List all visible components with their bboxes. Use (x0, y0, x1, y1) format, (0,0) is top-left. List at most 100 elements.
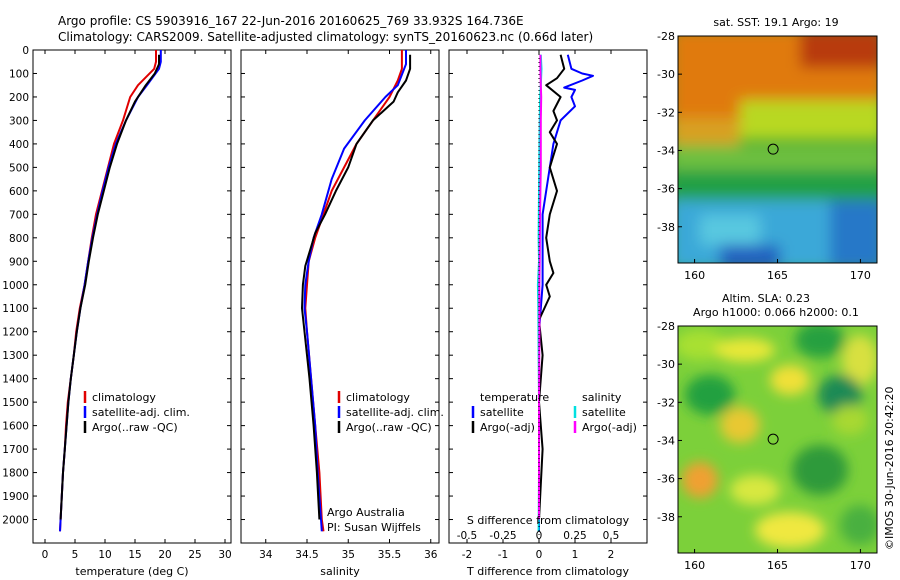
legend-title-salinity: salinity (582, 391, 622, 404)
lat-tick-label: -30 (657, 358, 675, 371)
lat-tick-label: -34 (657, 144, 675, 157)
salinity-axis-label: salinity (320, 565, 360, 578)
lon-tick-label: 165 (767, 559, 788, 572)
depth-tick-label: 1400 (2, 374, 29, 386)
x-tick-label: 36 (424, 549, 438, 561)
x-tick-label: 2 (608, 549, 615, 561)
x-tick-label: 15 (128, 549, 141, 561)
series-line (538, 54, 594, 532)
temperature-axis-label: temperature (deg C) (75, 565, 188, 578)
lat-tick-label: -28 (657, 320, 675, 333)
argo-location-marker (767, 143, 779, 155)
depth-tick-label: 800 (9, 233, 29, 245)
series-line (59, 50, 162, 532)
x-tick-label: 20 (158, 549, 171, 561)
sla-map-field (678, 326, 877, 553)
x-tick-label: 10 (98, 549, 111, 561)
legend-label-argo: Argo(..raw -QC) (346, 421, 432, 434)
sla-map-axes: 160 165 170 -28 -30 -32 -34 -36 -38 (657, 320, 871, 572)
x-tick-label: 0 (536, 549, 543, 561)
series-line (303, 50, 407, 532)
lat-tick-label: -28 (657, 30, 675, 43)
s-tick-label: -0.5 (457, 530, 478, 542)
lon-tick-label: 160 (684, 269, 705, 282)
series-line (304, 50, 403, 532)
x-tick-label: 5 (72, 549, 79, 561)
lat-tick-label: -38 (657, 511, 675, 524)
depth-tick-label: 1000 (2, 280, 29, 292)
lat-tick-label: -30 (657, 68, 675, 81)
lat-tick-label: -32 (657, 106, 675, 119)
depth-tick-label: 200 (9, 92, 29, 104)
depth-tick-label: 1500 (2, 397, 29, 409)
temperature-panel-frame (32, 49, 232, 544)
s-tick-label: 0 (536, 530, 543, 542)
x-tick-label: 35.5 (378, 549, 401, 561)
depth-tick-label: 1900 (2, 491, 29, 503)
lat-tick-label: -36 (657, 183, 675, 196)
s-tick-label: -0.25 (489, 530, 516, 542)
lat-tick-label: -34 (657, 434, 675, 447)
x-tick-label: 1 (572, 549, 579, 561)
depth-tick-label: 300 (9, 115, 29, 127)
x-tick-label: 0 (42, 549, 49, 561)
depth-tick-label: 1600 (2, 421, 29, 433)
depth-tick-label: 400 (9, 139, 29, 151)
legend-title-temperature: temperature (480, 391, 549, 404)
difference-plot: -2 -1 0 1 2 -0.5 -0.25 0 0.25 0.5 (457, 50, 620, 561)
pi-annotation-line2: PI: Susan Wijffels (327, 521, 421, 534)
x-tick-label: 34 (259, 549, 273, 561)
legend-label-satellite: satellite-adj. clim. (92, 406, 190, 419)
t-difference-axis-label: T difference from climatology (466, 565, 629, 578)
depth-tick-label: 700 (9, 209, 29, 221)
sla-map-title: Altim. SLA: 0.23 (722, 292, 810, 305)
legend-label-argo: Argo(..raw -QC) (92, 421, 178, 434)
series-line (301, 54, 412, 520)
x-tick-label: 35 (342, 549, 355, 561)
sla-map-subtitle: Argo h1000: 0.066 h2000: 0.1 (693, 306, 859, 319)
legend-label-s-satellite: satellite (582, 406, 626, 419)
x-tick-label: -1 (498, 549, 508, 561)
series-line (59, 50, 157, 532)
legend-label-t-argo: Argo(-adj) (480, 421, 535, 434)
argo-location-marker (767, 433, 779, 445)
lat-tick-label: -36 (657, 473, 675, 486)
depth-tick-label: 0 (22, 45, 29, 57)
legend-label-s-argo: Argo(-adj) (582, 421, 637, 434)
depth-tick-label: 600 (9, 186, 29, 198)
depth-tick-label: 1100 (2, 303, 29, 315)
pi-annotation-line1: Argo Australia (327, 506, 405, 519)
difference-legend: temperature salinity satellite Argo(-adj… (471, 391, 637, 434)
depth-tick-label: 1200 (2, 327, 29, 339)
figure-title: Argo profile: CS 5903916_167 22-Jun-2016… (58, 14, 524, 28)
depth-tick-label: 1800 (2, 468, 29, 480)
figure-subtitle: Climatology: CARS2009. Satellite-adjuste… (58, 30, 593, 44)
x-tick-label: 34.5 (295, 549, 318, 561)
legend-label-climatology: climatology (346, 391, 410, 404)
lat-tick-label: -38 (657, 221, 675, 234)
depth-tick-label: 100 (9, 68, 29, 80)
series-line (59, 54, 160, 520)
x-tick-label: 25 (188, 549, 201, 561)
depth-tick-label: 500 (9, 162, 29, 174)
depth-tick-label: 900 (9, 256, 29, 268)
salinity-plot: 34 34.5 35 35.5 36 (259, 50, 438, 561)
depth-tick-label: 1700 (2, 444, 29, 456)
sst-map-axes: 160 165 170 -28 -30 -32 -34 -36 -38 (657, 30, 871, 282)
salinity-legend: climatology satellite-adj. clim. Argo(..… (337, 391, 444, 434)
temperature-plot: 0 5 10 15 20 25 30 (42, 50, 232, 561)
sst-map-title: sat. SST: 19.1 Argo: 19 (713, 16, 838, 29)
salinity-panel-frame (240, 49, 440, 544)
sst-map-field (678, 36, 877, 263)
depth-tick-label: 1300 (2, 350, 29, 362)
s-difference-axis-label: S difference from climatology (467, 514, 630, 527)
s-tick-label: 0.25 (563, 530, 586, 542)
lon-tick-label: 165 (767, 269, 788, 282)
lon-tick-label: 160 (684, 559, 705, 572)
depth-tick-label: 2000 (2, 515, 29, 527)
legend-label-satellite: satellite-adj. clim. (346, 406, 444, 419)
depth-axis: 0 100 200 300 400 500 600 700 800 900 1000 1100 1200… (2, 45, 647, 527)
s-tick-label: 0.5 (603, 530, 620, 542)
legend-label-t-satellite: satellite (480, 406, 524, 419)
